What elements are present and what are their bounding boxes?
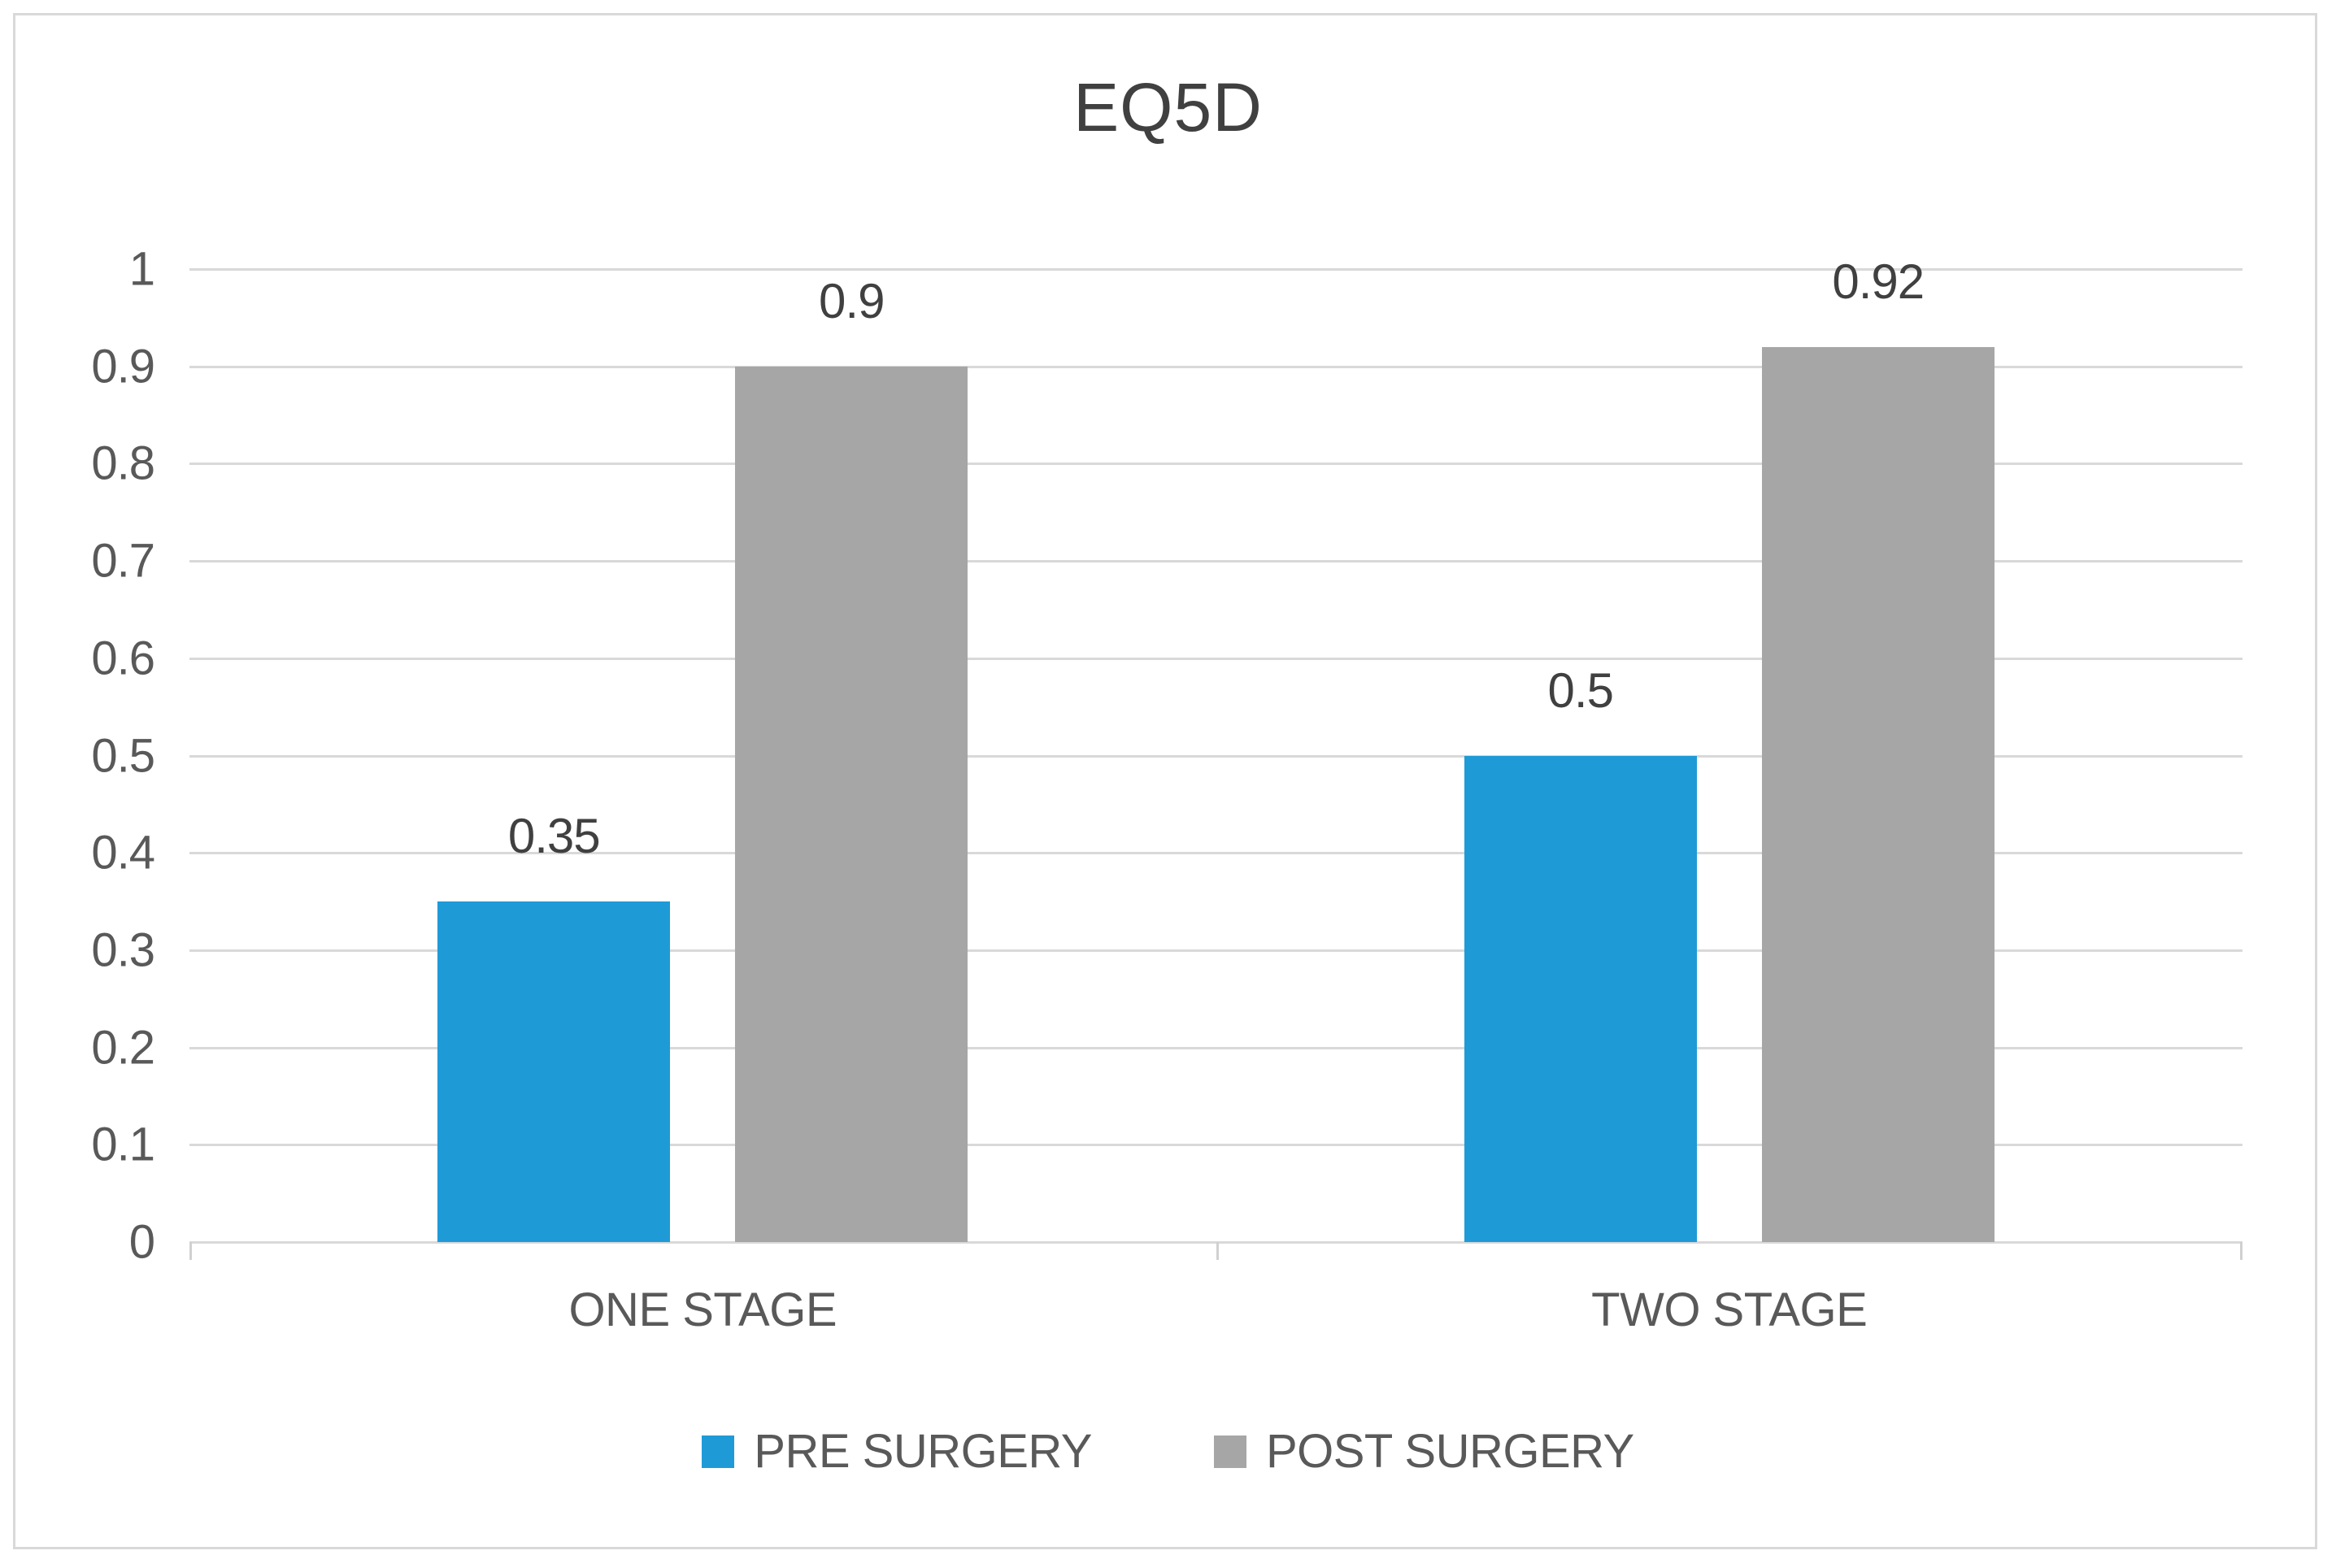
bar-pre-surgery-two-stage [1464, 755, 1697, 1242]
y-tick-label: 0.8 [91, 437, 155, 490]
x-axis-label-one-stage: ONE STAGE [568, 1284, 837, 1336]
y-tick-label: 1 [128, 242, 155, 296]
gridline [189, 949, 2242, 952]
x-axis-tick [189, 1242, 192, 1260]
bar-pre-surgery-one-stage [437, 901, 671, 1242]
data-label-post-surgery-two-stage: 0.92 [1832, 254, 1925, 309]
y-tick-label: 0.4 [91, 826, 155, 880]
gridline [189, 754, 2242, 758]
legend-swatch-pre-surgery-icon [702, 1435, 735, 1468]
plot-area: 0.35 0.9 0.5 0.92 [189, 254, 2242, 1260]
legend: PRE SURGERY POST SURGERY [0, 1424, 2336, 1479]
gridline [189, 463, 2242, 466]
data-label-post-surgery-one-stage: 0.9 [819, 273, 885, 328]
gridline [189, 560, 2242, 563]
gridline [189, 1046, 2242, 1049]
legend-label-pre-surgery: PRE SURGERY [754, 1425, 1092, 1478]
gridline [189, 268, 2242, 271]
data-label-pre-surgery-two-stage: 0.5 [1547, 662, 1614, 718]
y-tick-label: 0.6 [91, 632, 155, 685]
legend-swatch-post-surgery-icon [1213, 1435, 1246, 1468]
y-tick-label: 0.5 [91, 729, 155, 782]
data-label-pre-surgery-one-stage: 0.35 [507, 809, 601, 864]
x-axis-tick [2240, 1242, 2242, 1260]
gridline [189, 1144, 2242, 1147]
legend-item-pre-surgery: PRE SURGERY [702, 1424, 1092, 1479]
chart-title: EQ5D [1073, 69, 1263, 146]
y-tick-label: 0.7 [91, 534, 155, 588]
legend-item-post-surgery: POST SURGERY [1213, 1424, 1634, 1479]
y-tick-label: 0.1 [91, 1118, 155, 1171]
y-tick-label: 0.2 [91, 1021, 155, 1075]
bar-post-surgery-two-stage [1761, 346, 1995, 1242]
x-axis: ONE STAGE TWO STAGE [189, 1283, 2242, 1337]
y-tick-label: 0.9 [91, 340, 155, 393]
gridline [189, 657, 2242, 660]
y-tick-label: 0 [128, 1215, 155, 1269]
legend-label-post-surgery: POST SURGERY [1265, 1425, 1634, 1478]
x-axis-label-two-stage: TWO STAGE [1591, 1284, 1868, 1336]
bar-post-surgery-one-stage [735, 366, 968, 1242]
y-tick-label: 0.3 [91, 923, 155, 977]
gridline [189, 365, 2242, 368]
gridline [189, 852, 2242, 855]
x-axis-tick [1216, 1242, 1219, 1260]
